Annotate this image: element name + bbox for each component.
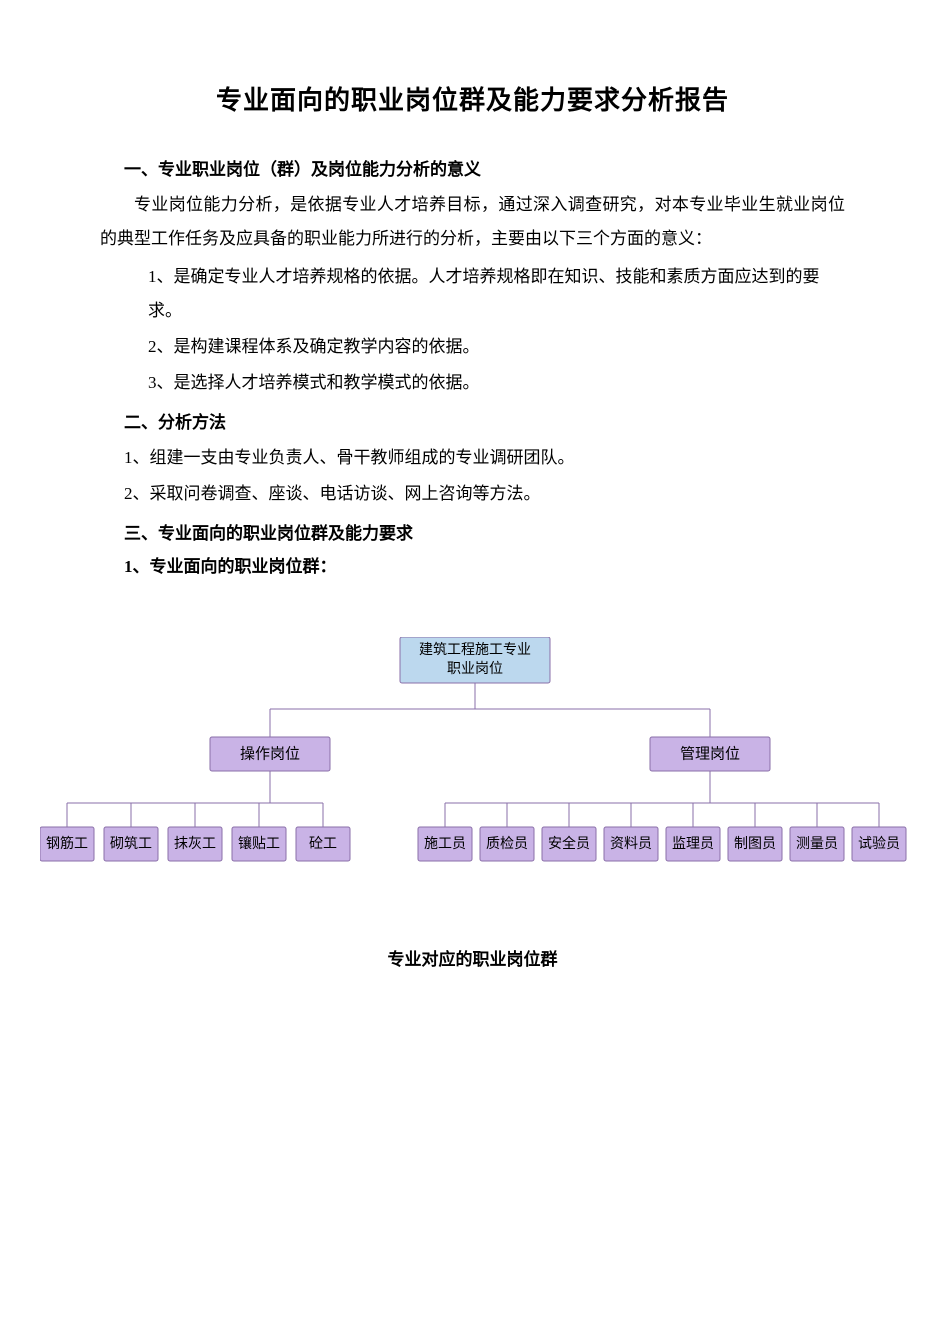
list2-item-2: 2、采取问卷调查、座谈、电话访谈、网上咨询等方法。 <box>124 477 845 511</box>
heading-3-1: 1、专业面向的职业岗位群： <box>124 552 845 577</box>
svg-text:操作岗位: 操作岗位 <box>240 745 300 762</box>
svg-text:砼工: 砼工 <box>309 836 337 852</box>
svg-text:抹灰工: 抹灰工 <box>174 836 216 852</box>
page-title: 专业面向的职业岗位群及能力要求分析报告 <box>100 80 845 117</box>
org-chart-svg: 建筑工程施工专业职业岗位操作岗位 管理岗位钢筋工 砌筑工 抹灰工 镶贴工 砼工 施工员 质检员… <box>40 637 910 877</box>
chart-caption: 专业对应的职业岗位群 <box>100 945 845 970</box>
svg-text:职业岗位: 职业岗位 <box>447 661 503 677</box>
svg-text:监理员: 监理员 <box>672 836 714 852</box>
org-chart: 建筑工程施工专业职业岗位操作岗位 管理岗位钢筋工 砌筑工 抹灰工 镶贴工 砼工 施工员 质检员… <box>40 637 910 897</box>
svg-text:钢筋工: 钢筋工 <box>46 835 88 852</box>
svg-text:安全员: 安全员 <box>548 835 590 852</box>
list2-item-1: 1、组建一支由专业负责人、骨干教师组成的专业调研团队。 <box>124 441 845 475</box>
svg-text:质检员: 质检员 <box>486 836 528 852</box>
heading-3: 三、专业面向的职业岗位群及能力要求 <box>124 519 845 544</box>
heading-2: 二、分析方法 <box>124 408 845 433</box>
svg-text:镶贴工: 镶贴工 <box>238 835 280 852</box>
svg-text:建筑工程施工专业: 建筑工程施工专业 <box>419 642 531 658</box>
svg-text:资料员: 资料员 <box>610 836 652 852</box>
document-page: 专业面向的职业岗位群及能力要求分析报告 一、专业职业岗位（群）及岗位能力分析的意… <box>0 0 945 1337</box>
list1-item-3: 3、是选择人才培养模式和教学模式的依据。 <box>148 366 845 400</box>
svg-text:施工员: 施工员 <box>424 836 466 852</box>
list1-item-2: 2、是构建课程体系及确定教学内容的依据。 <box>148 330 845 364</box>
heading-1: 一、专业职业岗位（群）及岗位能力分析的意义 <box>124 155 845 180</box>
svg-text:管理岗位: 管理岗位 <box>680 745 740 762</box>
svg-text:测量员: 测量员 <box>796 836 838 852</box>
list1-item-1: 1、是确定专业人才培养规格的依据。人才培养规格即在知识、技能和素质方面应达到的要… <box>148 260 845 328</box>
svg-text:制图员: 制图员 <box>734 836 776 852</box>
svg-text:砌筑工: 砌筑工 <box>110 836 152 852</box>
paragraph-intro: 专业岗位能力分析，是依据专业人才培养目标，通过深入调查研究，对本专业毕业生就业岗… <box>100 188 845 256</box>
svg-text:试验员: 试验员 <box>858 836 900 852</box>
